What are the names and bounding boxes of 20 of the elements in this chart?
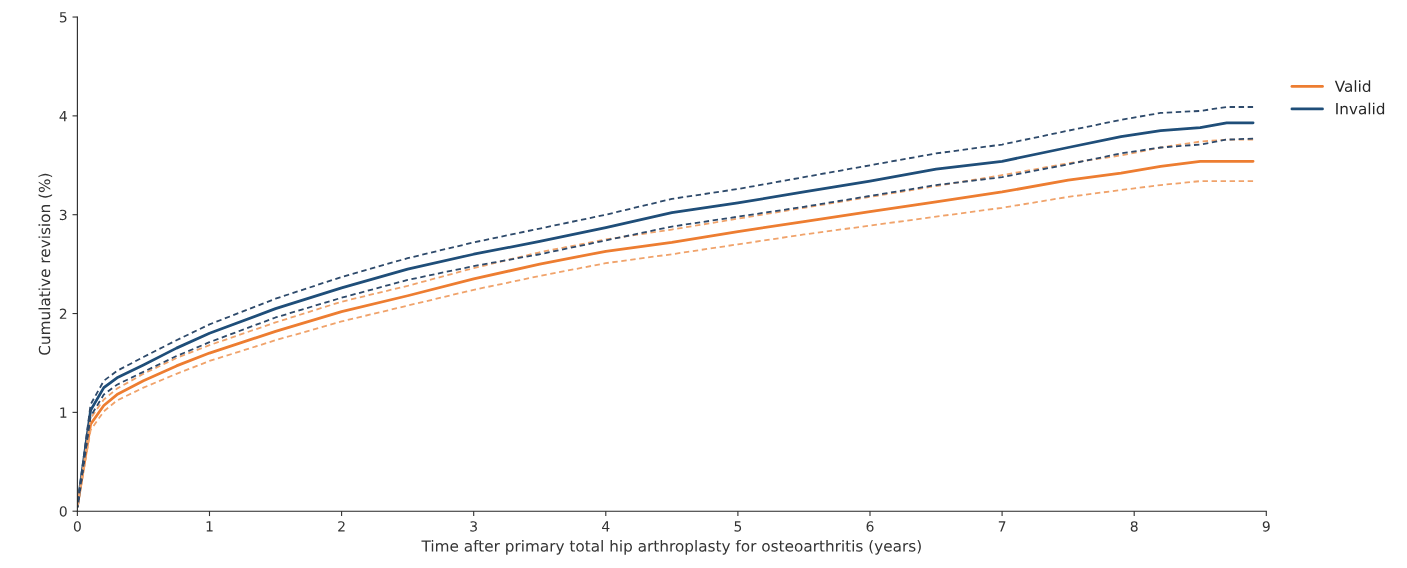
x-tick-label: 0 [73, 521, 81, 532]
x-tick-label: 5 [734, 521, 742, 532]
legend-label: Invalid [1336, 102, 1385, 115]
x-tick-label: 4 [602, 521, 610, 532]
y-tick-label: 3 [59, 209, 67, 221]
y-tick-label: 4 [59, 111, 67, 122]
x-tick-label: 8 [1130, 521, 1138, 532]
x-tick-label: 6 [866, 521, 874, 532]
y-tick-label: 2 [59, 308, 67, 319]
legend-label: Valid [1334, 80, 1371, 93]
x-axis-title: Time after primary total hip arthroplasty for osteoarthritis (years) [421, 539, 921, 555]
x-tick-label: 9 [1262, 521, 1270, 532]
y-tick-label: 5 [59, 12, 67, 23]
y-tick-label: 0 [59, 506, 67, 517]
x-tick-label: 7 [998, 521, 1006, 532]
x-tick-label: 2 [338, 521, 345, 532]
y-axis-title: Cumulative revision (%) [38, 173, 53, 355]
x-tick-label: 1 [206, 521, 213, 532]
y-tick-label: 1 [60, 407, 67, 418]
x-tick-label: 3 [470, 521, 477, 532]
